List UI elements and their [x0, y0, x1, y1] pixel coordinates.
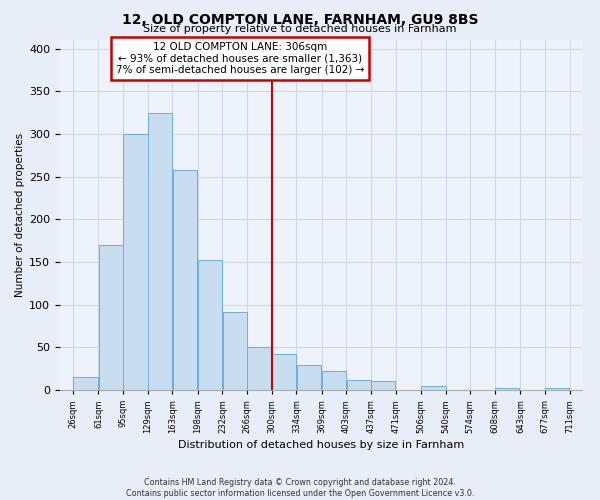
Text: Contains HM Land Registry data © Crown copyright and database right 2024.
Contai: Contains HM Land Registry data © Crown c… [126, 478, 474, 498]
Bar [247, 348, 272, 390]
Bar [73, 377, 98, 390]
Bar [545, 388, 569, 390]
Text: 12, OLD COMPTON LANE, FARNHAM, GU9 8BS: 12, OLD COMPTON LANE, FARNHAM, GU9 8BS [122, 12, 478, 26]
Bar [272, 354, 296, 390]
X-axis label: Distribution of detached houses by size in Farnham: Distribution of detached houses by size … [178, 440, 464, 450]
Bar [223, 312, 247, 390]
Y-axis label: Number of detached properties: Number of detached properties [15, 133, 25, 297]
Bar [296, 365, 321, 390]
Bar [123, 134, 148, 390]
Text: 12 OLD COMPTON LANE: 306sqm
← 93% of detached houses are smaller (1,363)
7% of s: 12 OLD COMPTON LANE: 306sqm ← 93% of det… [116, 42, 364, 75]
Bar [98, 245, 123, 390]
Text: Size of property relative to detached houses in Farnham: Size of property relative to detached ho… [143, 24, 457, 34]
Bar [495, 388, 520, 390]
Bar [371, 380, 395, 390]
Bar [421, 386, 446, 390]
Bar [148, 112, 172, 390]
Bar [173, 170, 197, 390]
Bar [347, 380, 371, 390]
Bar [198, 260, 222, 390]
Bar [322, 371, 346, 390]
